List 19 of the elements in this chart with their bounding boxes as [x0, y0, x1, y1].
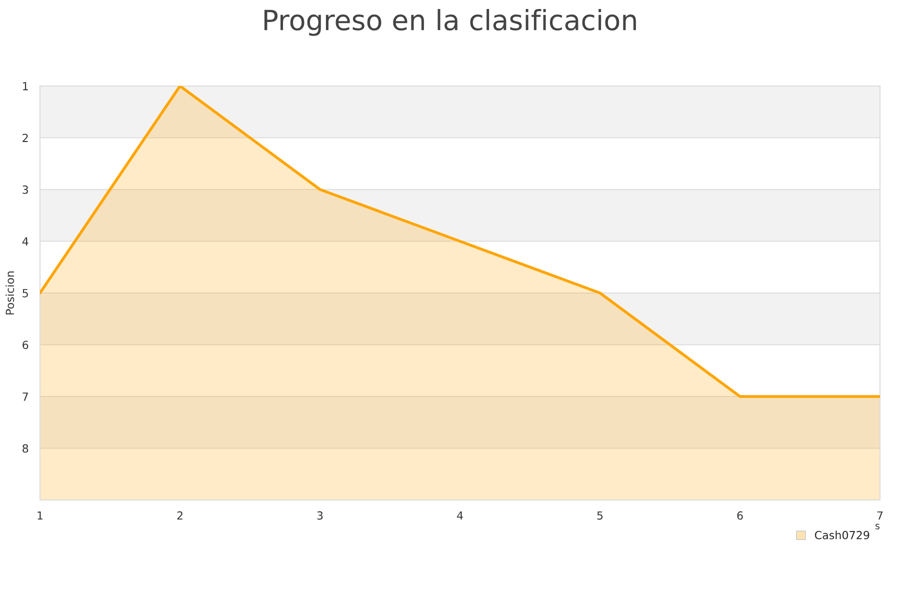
x-tick-label: 4 [457, 511, 463, 520]
y-axis-title: Posicion [6, 271, 14, 314]
y-tick-label: 3 [22, 185, 28, 194]
y-tick-label: 1 [23, 82, 28, 90]
x-tick-label: 5 [597, 511, 603, 520]
x-tick-label: 2 [177, 511, 182, 520]
x-axis-title: s [875, 524, 880, 530]
x-tick-label: 7 [877, 511, 883, 520]
legend-label: Cash0729 [814, 530, 870, 540]
x-tick-label: 1 [38, 511, 43, 520]
chart-title: Progreso en la clasificacion [264, 9, 636, 36]
y-tick-label: 5 [22, 289, 28, 298]
y-tick-label: 7 [22, 392, 28, 401]
x-tick-label: 3 [317, 511, 323, 520]
y-tick-label: 6 [22, 340, 28, 350]
y-tick-label: 2 [22, 134, 28, 142]
y-tick-label: 4 [22, 237, 28, 246]
y-tick-label: 8 [22, 444, 28, 453]
x-tick-label: 6 [737, 511, 743, 520]
